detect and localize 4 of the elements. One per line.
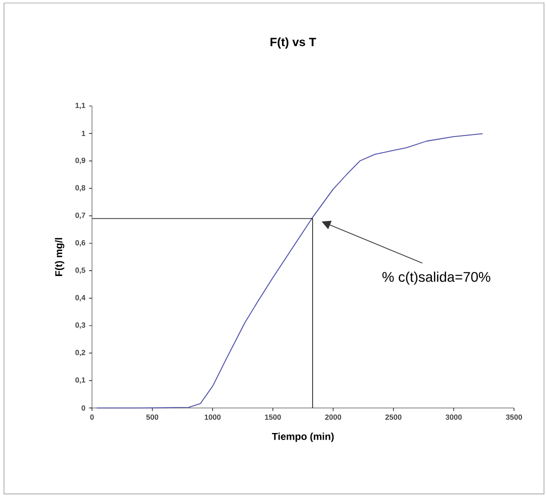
chart-title: F(t) vs T [270, 37, 316, 49]
annotation: % c(t)salida=70% [382, 272, 490, 285]
y-axis-title: F(t) mg/l [54, 238, 64, 276]
x-axis-title: Tiempo (min) [272, 432, 334, 442]
